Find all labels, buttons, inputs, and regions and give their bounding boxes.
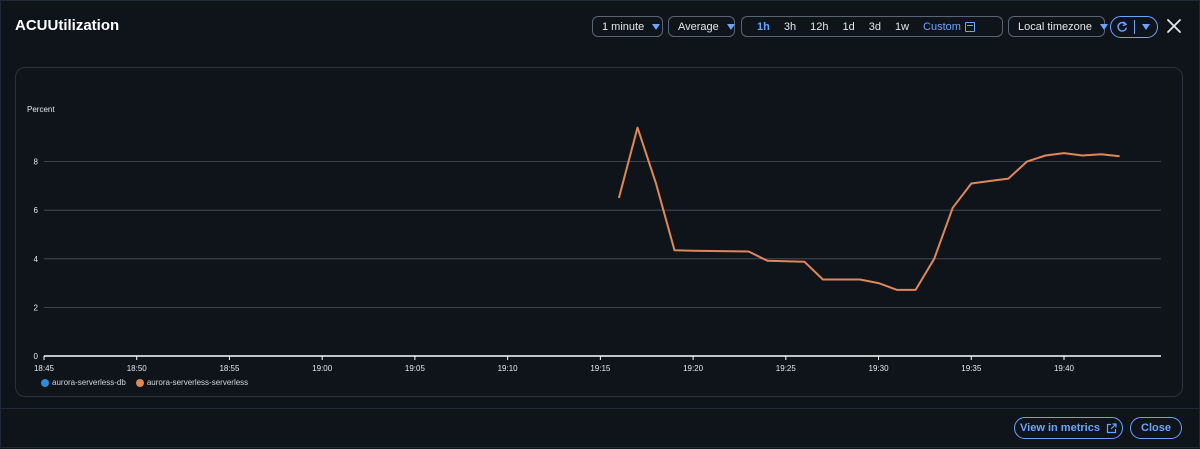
view-in-metrics-button[interactable]: View in metrics [1014, 417, 1123, 439]
legend-swatch [41, 379, 49, 387]
legend-swatch [136, 379, 144, 387]
calendar-icon [965, 22, 975, 32]
view-in-metrics-label: View in metrics [1020, 422, 1100, 434]
caret-down-icon [652, 24, 660, 30]
refresh-button[interactable] [1111, 17, 1134, 37]
footer-divider [1, 408, 1200, 409]
legend-item[interactable]: aurora-serverless-db [41, 378, 126, 387]
close-button-label: Close [1141, 422, 1171, 434]
time-range-group: 1h 3h 12h 1d 3d 1w Custom [742, 21, 990, 33]
refresh-options-button[interactable] [1134, 17, 1157, 37]
range-custom[interactable]: Custom [916, 21, 982, 33]
refresh-split-button [1110, 16, 1158, 38]
chart-legend: aurora-serverless-db aurora-serverless-s… [41, 378, 248, 387]
caret-down-icon [1142, 24, 1150, 30]
legend-label: aurora-serverless-db [52, 378, 126, 387]
period-select[interactable]: 1 minute [592, 16, 663, 37]
range-1h[interactable]: 1h [750, 21, 777, 33]
chart-panel [15, 67, 1183, 397]
close-button[interactable]: Close [1130, 417, 1182, 439]
statistic-select-value: Average [669, 21, 719, 33]
caret-down-icon [1100, 24, 1108, 30]
range-custom-label: Custom [923, 21, 961, 33]
range-3d[interactable]: 3d [862, 21, 888, 33]
legend-label: aurora-serverless-serverless [147, 378, 248, 387]
range-12h[interactable]: 12h [803, 21, 835, 33]
timezone-select[interactable]: Local timezone [1008, 16, 1105, 37]
legend-item[interactable]: aurora-serverless-serverless [136, 378, 248, 387]
range-1w[interactable]: 1w [888, 21, 916, 33]
range-3h[interactable]: 3h [777, 21, 803, 33]
close-icon[interactable] [1165, 17, 1183, 35]
modal-title: ACUUtilization [15, 17, 119, 34]
statistic-select[interactable]: Average [668, 16, 735, 37]
refresh-icon [1116, 21, 1128, 33]
external-link-icon [1106, 423, 1117, 434]
range-1d[interactable]: 1d [835, 21, 861, 33]
period-select-value: 1 minute [593, 21, 644, 33]
time-range-selector: 1h 3h 12h 1d 3d 1w Custom [741, 16, 1003, 37]
caret-down-icon [727, 24, 735, 30]
timezone-select-value: Local timezone [1009, 21, 1092, 33]
